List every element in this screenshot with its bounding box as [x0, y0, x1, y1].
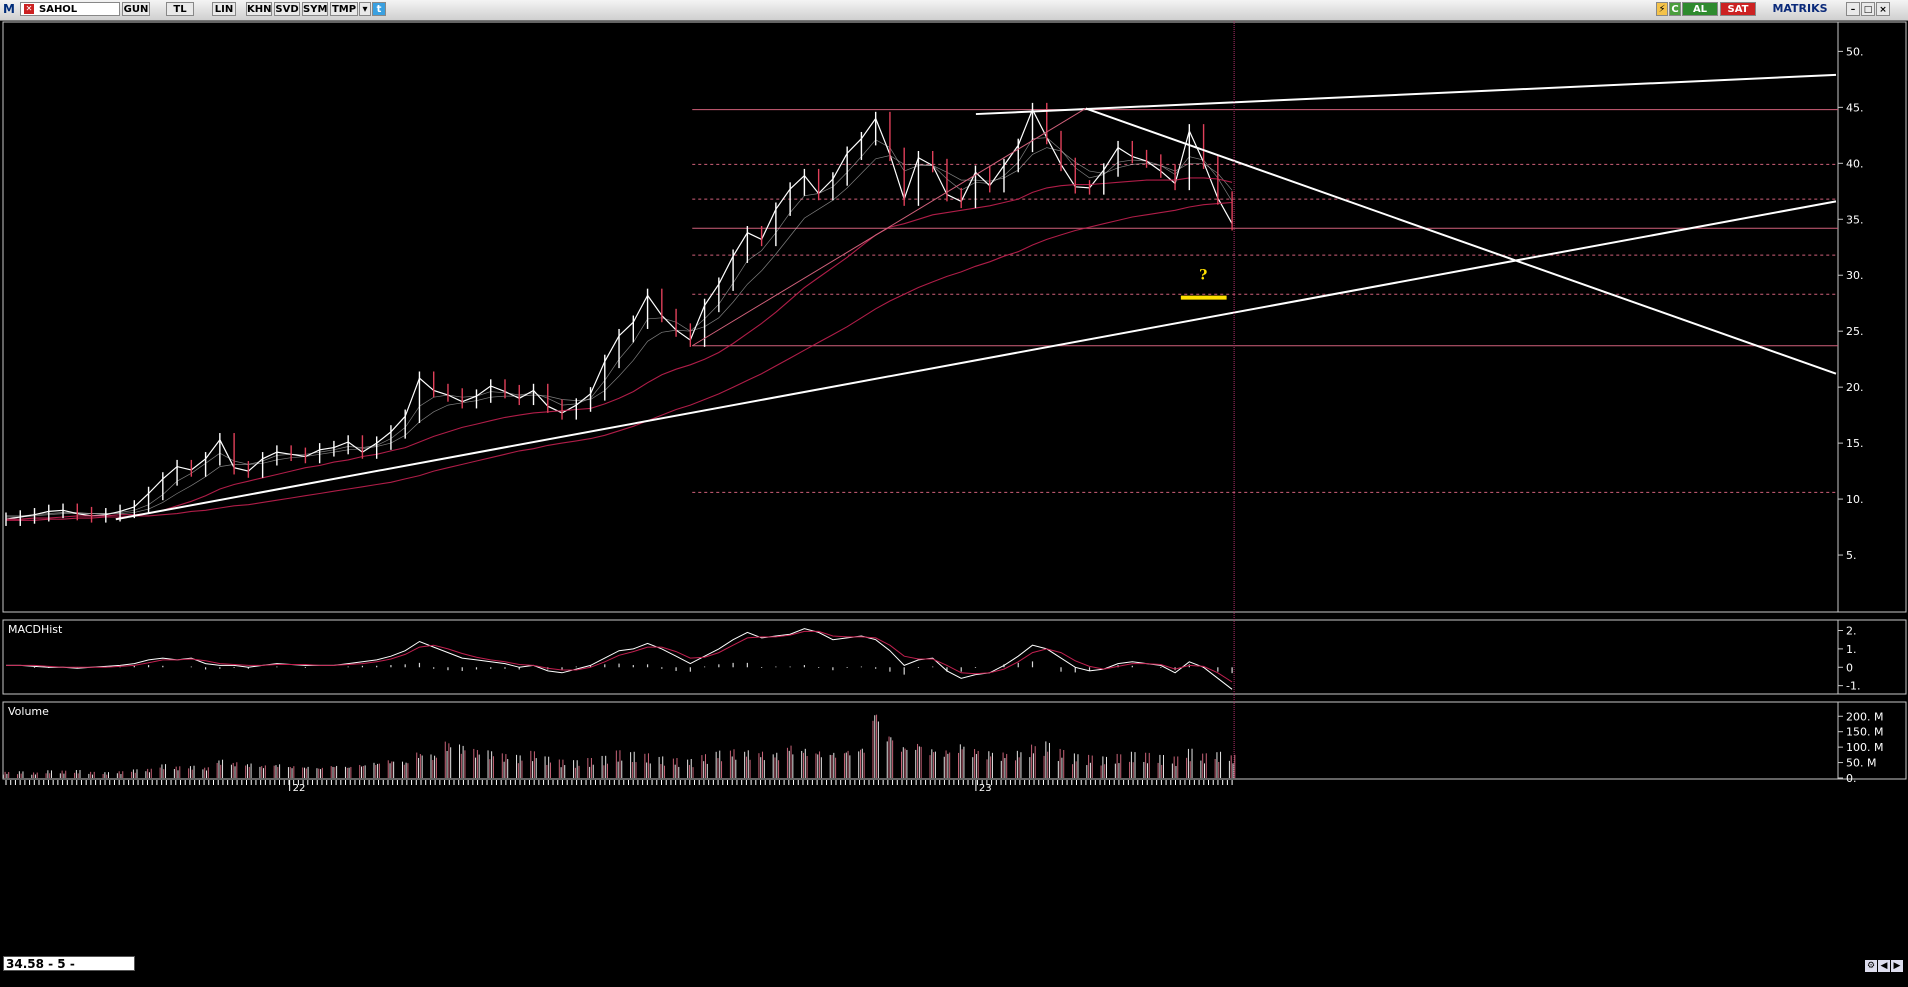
scroll-controls: ⚙ ◀ ▶ [1864, 958, 1906, 972]
volume-axis-tick-label: 0. [1846, 772, 1857, 785]
moving-average-line [6, 147, 1233, 518]
price-axis-tick-label: 15. [1846, 437, 1864, 450]
trendline-channel[interactable] [691, 108, 1086, 347]
symbol-label: SAHOL [39, 4, 78, 15]
volume-panel [2, 701, 1907, 780]
period-button-lin[interactable]: LIN [212, 2, 236, 16]
matriks-brand: MATRIKS [1772, 2, 1828, 15]
moving-average-line [6, 201, 1233, 521]
status-readout: 34.58 - 5 - 12:15:06 [3, 956, 135, 986]
price-axis-tick-label: 5. [1846, 549, 1857, 562]
buy-button[interactable]: AL [1682, 2, 1718, 16]
trendline-resistance[interactable] [975, 73, 1837, 116]
arrow-right-icon[interactable]: ▶ [1891, 960, 1903, 972]
price-axis-tick-label: 30. [1846, 269, 1864, 282]
period-button-tl[interactable]: TL [166, 2, 194, 16]
volume-axis-tick-label: 100. M [1846, 741, 1883, 754]
twitter-icon[interactable]: t [372, 2, 386, 16]
price-axis-tick-label: 40. [1846, 157, 1864, 170]
price-axis-tick-label: 35. [1846, 213, 1864, 226]
period-button-tmp[interactable]: TMP [330, 2, 358, 16]
minimize-icon[interactable]: – [1846, 2, 1860, 16]
question-mark-annotation: ? [1199, 268, 1207, 284]
period-button-gun[interactable]: GUN [122, 2, 150, 16]
trendline-support[interactable] [115, 200, 1837, 521]
macd-axis-tick-label: -1. [1846, 680, 1860, 693]
x-axis-tick-label: 22 [293, 783, 306, 794]
macd-axis-tick-label: 1. [1846, 643, 1857, 656]
chevron-down-icon[interactable]: ▾ [359, 2, 371, 16]
macd-signal-line [6, 630, 1233, 683]
maximize-icon[interactable]: □ [1861, 2, 1875, 16]
period-button-khn[interactable]: KHN [246, 2, 272, 16]
volume-axis-tick-label: 150. M [1846, 726, 1883, 739]
period-button-svd[interactable]: SVD [274, 2, 300, 16]
arrow-left-icon[interactable]: ◀ [1878, 960, 1890, 972]
macd-title: MACDHist [8, 623, 63, 636]
macd-line [6, 628, 1233, 690]
price-axis-tick-label: 50. [1846, 45, 1864, 58]
moving-average-line [6, 177, 1233, 520]
price-axis-tick-label: 45. [1846, 101, 1864, 114]
price-axis-tick-label: 25. [1846, 325, 1864, 338]
price-axis-tick-label: 20. [1846, 381, 1864, 394]
matriks-logo: M [3, 2, 15, 16]
symbol-icon: ✕ [24, 4, 34, 14]
volume-axis-tick-label: 50. M [1846, 757, 1876, 770]
macd-axis-tick-label: 2. [1846, 625, 1857, 638]
x-axis-tick-label: 23 [979, 783, 992, 794]
price-panel [2, 21, 1907, 613]
period-button-sym[interactable]: SYM [302, 2, 328, 16]
settings-icon[interactable]: ⚙ [1865, 960, 1877, 972]
sell-button[interactable]: SAT [1720, 2, 1756, 16]
price-axis-tick-label: 10. [1846, 493, 1864, 506]
toolbar: M ✕ SAHOL GUN TL LIN KHN SVD SYM TMP ▾ t… [0, 0, 1908, 21]
macd-axis-tick-label: 0 [1846, 661, 1853, 674]
chart-area[interactable]: 50. 45. 40. 35. 30. 25. 20. 15. 10. 5.? MACDHist 2.… [0, 21, 1908, 985]
lightning-icon[interactable]: ⚡ [1656, 2, 1668, 16]
volume-title: Volume [8, 705, 49, 718]
macd-panel [2, 619, 1907, 695]
trendline-down[interactable] [1085, 107, 1837, 375]
x-axis-strip [3, 780, 1838, 792]
symbol-input[interactable]: ✕ SAHOL [20, 2, 120, 16]
close-icon[interactable]: × [1876, 2, 1890, 16]
c-button[interactable]: C [1669, 2, 1681, 16]
volume-axis-tick-label: 200. M [1846, 710, 1883, 723]
